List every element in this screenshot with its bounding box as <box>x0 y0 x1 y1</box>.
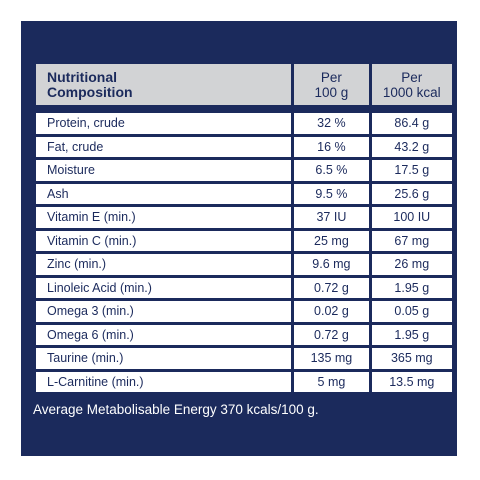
nutrition-panel: Nutritional Composition Per 100 g Per 10… <box>21 21 457 456</box>
table-row: Zinc (min.) 9.6 mg 26 mg <box>36 254 452 275</box>
table-row: Ash 9.5 % 25.6 g <box>36 183 452 204</box>
table-row: Linoleic Acid (min.) 0.72 g 1.95 g <box>36 277 452 298</box>
nutrient-name: Fat, crude <box>36 136 292 157</box>
nutrient-name: Linoleic Acid (min.) <box>36 277 292 298</box>
value-per-100g: 6.5 % <box>294 160 369 181</box>
nutrient-name: Taurine (min.) <box>36 348 292 369</box>
value-per-100g: 25 mg <box>294 230 369 251</box>
table-row: Fat, crude 16 % 43.2 g <box>36 136 452 157</box>
nutrient-name: Moisture <box>36 160 292 181</box>
value-per-1000kcal: 67 mg <box>371 230 452 251</box>
header-perkcal-line1: Per <box>401 69 423 85</box>
value-per-1000kcal: 1.95 g <box>371 324 452 345</box>
nutrient-name: Vitamin C (min.) <box>36 230 292 251</box>
table-row: Omega 6 (min.) 0.72 g 1.95 g <box>36 324 452 345</box>
header-per-100g: Per 100 g <box>294 64 369 105</box>
value-per-100g: 9.6 mg <box>294 254 369 275</box>
value-per-100g: 135 mg <box>294 348 369 369</box>
table-row: Omega 3 (min.) 0.02 g 0.05 g <box>36 301 452 322</box>
value-per-1000kcal: 26 mg <box>371 254 452 275</box>
value-per-1000kcal: 13.5 mg <box>371 371 452 392</box>
value-per-100g: 0.72 g <box>294 324 369 345</box>
value-per-1000kcal: 1.95 g <box>371 277 452 298</box>
value-per-1000kcal: 17.5 g <box>371 160 452 181</box>
header-per-1000kcal: Per 1000 kcal <box>371 64 452 105</box>
nutrient-name: Vitamin E (min.) <box>36 207 292 228</box>
nutrition-table: Nutritional Composition Per 100 g Per 10… <box>33 61 455 395</box>
value-per-1000kcal: 86.4 g <box>371 113 452 134</box>
value-per-100g: 16 % <box>294 136 369 157</box>
nutrient-name: Zinc (min.) <box>36 254 292 275</box>
value-per-100g: 32 % <box>294 113 369 134</box>
spacer-cell <box>36 108 452 110</box>
header-per100-line1: Per <box>320 69 342 85</box>
value-per-100g: 37 IU <box>294 207 369 228</box>
table-row: Taurine (min.) 135 mg 365 mg <box>36 348 452 369</box>
nutrient-name: Ash <box>36 183 292 204</box>
value-per-100g: 5 mg <box>294 371 369 392</box>
value-per-1000kcal: 365 mg <box>371 348 452 369</box>
nutrient-name: L-Carnitine (min.) <box>36 371 292 392</box>
value-per-100g: 0.72 g <box>294 277 369 298</box>
header-perkcal-line2: 1000 kcal <box>382 84 441 100</box>
table-row: Moisture 6.5 % 17.5 g <box>36 160 452 181</box>
table-header-row: Nutritional Composition Per 100 g Per 10… <box>36 64 452 105</box>
table-row: L-Carnitine (min.) 5 mg 13.5 mg <box>36 371 452 392</box>
value-per-100g: 0.02 g <box>294 301 369 322</box>
value-per-1000kcal: 25.6 g <box>371 183 452 204</box>
header-composition-line2: Composition <box>47 83 133 100</box>
header-spacer <box>36 108 452 110</box>
nutrient-name: Omega 6 (min.) <box>36 324 292 345</box>
table-row: Protein, crude 32 % 86.4 g <box>36 113 452 134</box>
table-row: Vitamin E (min.) 37 IU 100 IU <box>36 207 452 228</box>
value-per-100g: 9.5 % <box>294 183 369 204</box>
header-per100-line2: 100 g <box>314 84 349 100</box>
header-composition-line1: Nutritional <box>47 68 117 85</box>
header-composition: Nutritional Composition <box>36 64 292 105</box>
nutrient-name: Protein, crude <box>36 113 292 134</box>
value-per-1000kcal: 43.2 g <box>371 136 452 157</box>
table-row: Vitamin C (min.) 25 mg 67 mg <box>36 230 452 251</box>
energy-footnote: Average Metabolisable Energy 370 kcals/1… <box>33 402 319 417</box>
nutrient-name: Omega 3 (min.) <box>36 301 292 322</box>
value-per-1000kcal: 0.05 g <box>371 301 452 322</box>
value-per-1000kcal: 100 IU <box>371 207 452 228</box>
